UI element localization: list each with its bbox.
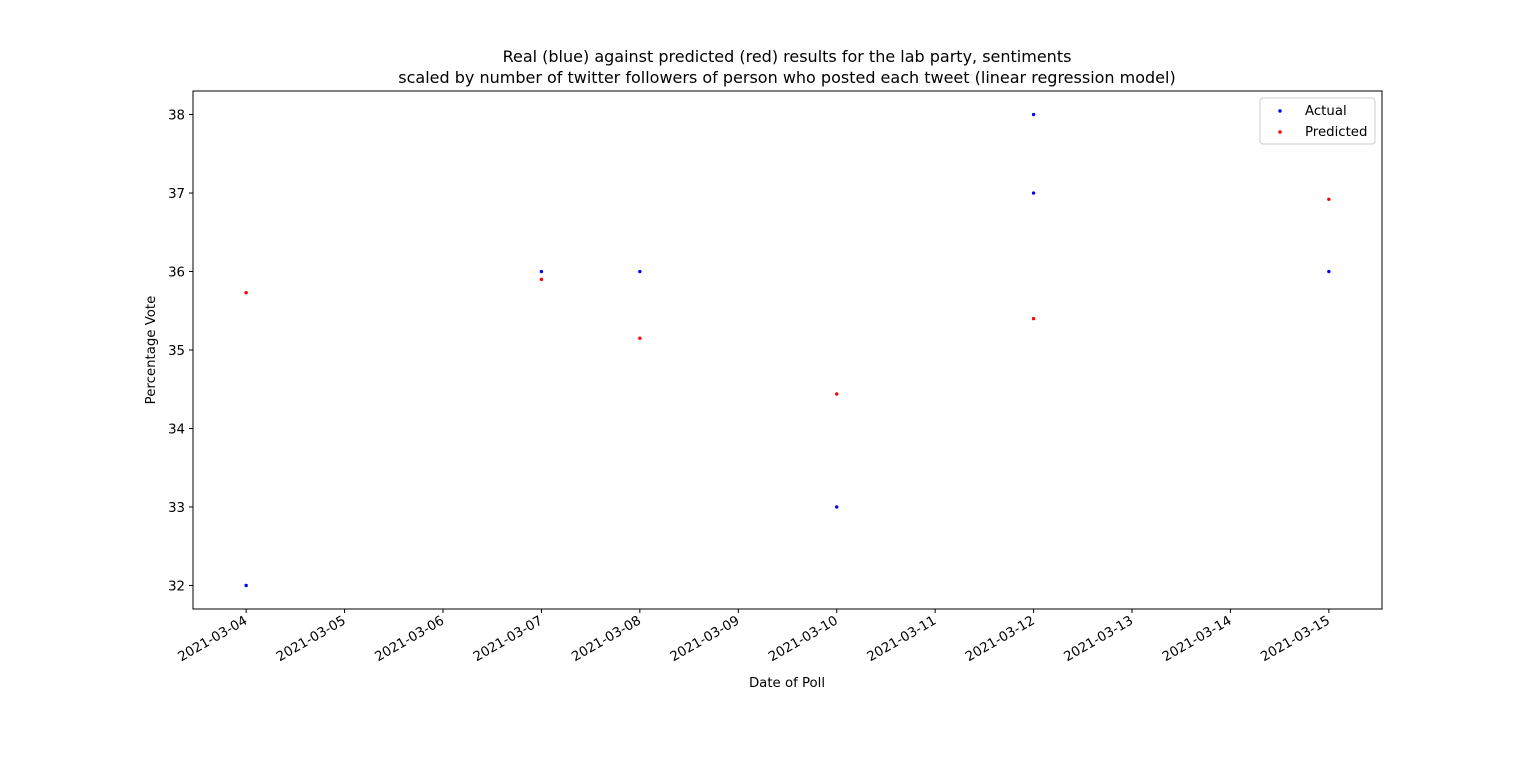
chart-title-line-2: scaled by number of twitter followers of… <box>398 68 1175 87</box>
legend: Actual Predicted <box>1259 97 1376 145</box>
actual-point <box>244 583 248 588</box>
legend-label-actual: Actual <box>1305 104 1347 119</box>
actual-point <box>1327 269 1331 274</box>
predicted-point <box>835 392 839 396</box>
y-tick-label: 33 <box>168 501 185 516</box>
y-axis-label: Percentage Vote <box>144 296 159 405</box>
predicted-point <box>1327 197 1331 202</box>
predicted-point <box>539 277 544 282</box>
y-tick-label: 36 <box>168 266 185 281</box>
actual-point <box>1031 191 1036 195</box>
predicted-point <box>244 291 248 295</box>
legend-marker-predicted <box>1278 130 1282 134</box>
y-tick-label: 35 <box>168 344 185 359</box>
plot-frame <box>192 90 1383 610</box>
actual-point <box>539 269 544 274</box>
legend-label-predicted: Predicted <box>1305 125 1367 140</box>
predicted-point <box>638 336 642 340</box>
actual-point <box>1031 112 1036 117</box>
y-tick-label: 32 <box>168 579 185 594</box>
actual-point <box>638 269 642 274</box>
data-points <box>244 112 1331 588</box>
chart-title-line-1: Real (blue) against predicted (red) resu… <box>503 47 1072 66</box>
x-axis-label: Date of Poll <box>749 676 825 691</box>
y-axis-ticks: 32 33 34 35 36 37 38 <box>168 109 193 594</box>
legend-marker-actual <box>1278 109 1282 113</box>
legend-box <box>1259 97 1376 145</box>
predicted-point <box>1031 316 1036 321</box>
y-tick-label: 34 <box>168 422 185 437</box>
y-tick-label: 37 <box>168 187 185 202</box>
actual-point <box>835 505 839 509</box>
y-tick-label: 38 <box>168 109 185 124</box>
